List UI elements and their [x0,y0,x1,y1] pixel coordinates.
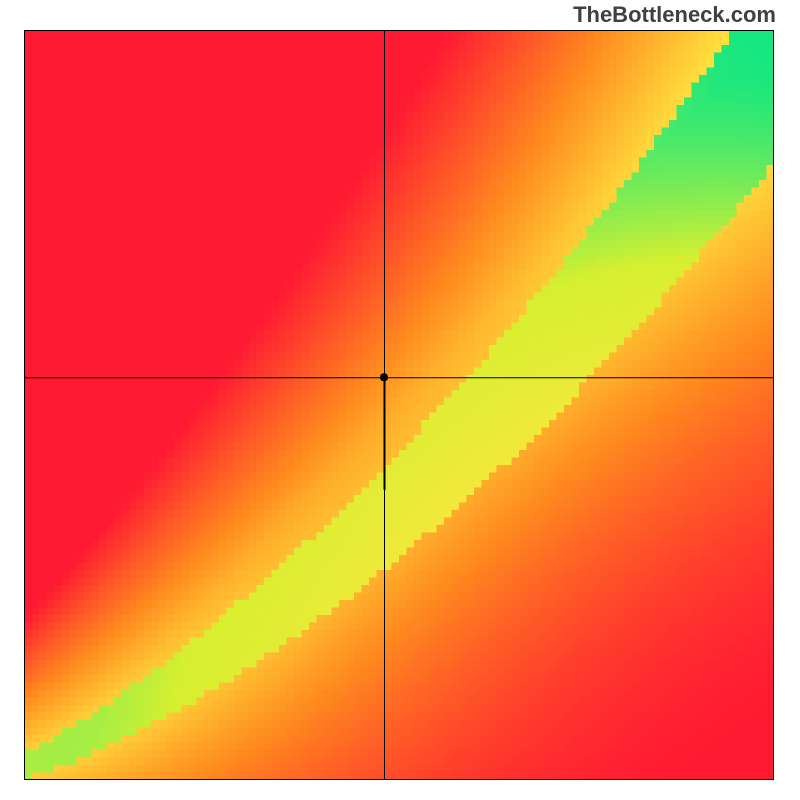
heatmap-plot [24,30,774,780]
chart-container: TheBottleneck.com [0,0,800,800]
watermark-text: TheBottleneck.com [573,2,776,28]
